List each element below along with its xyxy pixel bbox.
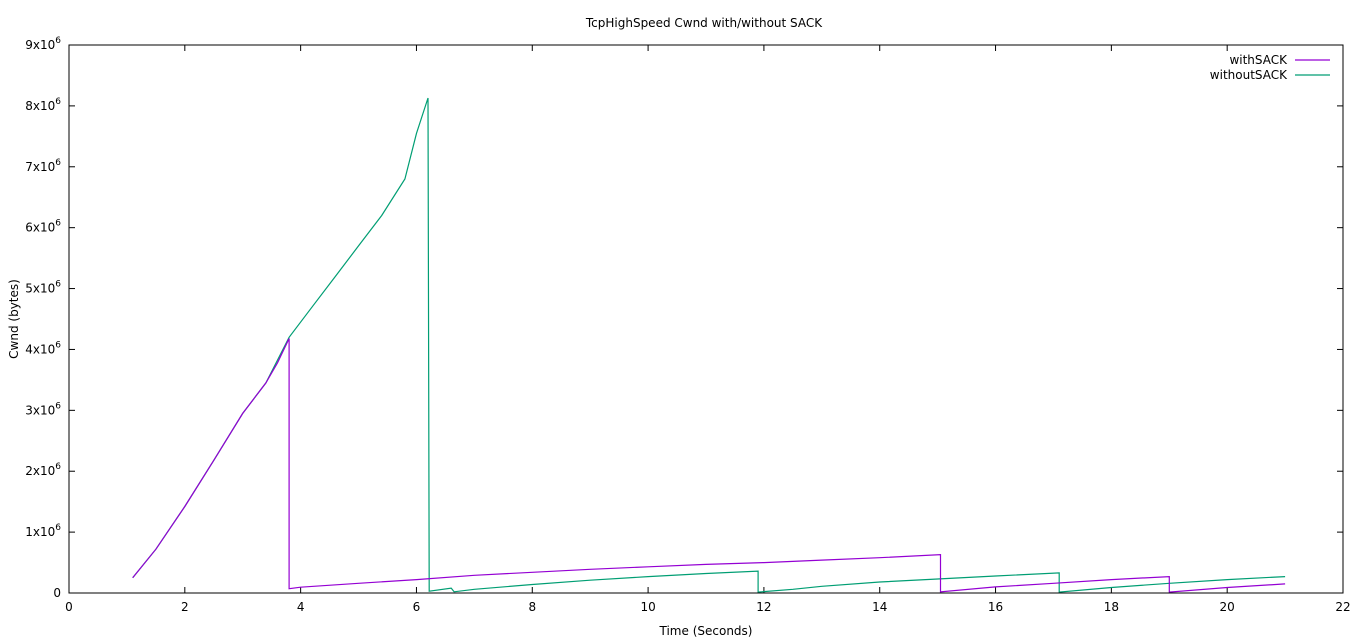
x-tick-label: 8 [528, 600, 536, 614]
y-tick-exponent: 6 [55, 462, 61, 472]
y-tick-exponent: 6 [55, 401, 61, 411]
x-tick-label: 22 [1335, 600, 1350, 614]
y-tick-mantissa: 4x10 [25, 342, 55, 356]
y-tick-exponent: 6 [55, 280, 61, 290]
y-tick-label: 7x106 [25, 158, 61, 174]
x-tick-label: 10 [640, 600, 655, 614]
legend-label-withSACK: withSACK [1229, 53, 1288, 67]
y-tick-mantissa: 9x10 [25, 38, 55, 52]
plot-frame [68, 44, 1344, 594]
y-tick-mantissa: 2x10 [25, 464, 55, 478]
y-tick-label: 5x106 [25, 280, 61, 296]
x-tick-label: 12 [756, 600, 771, 614]
y-tick-label: 8x106 [25, 97, 61, 113]
y-tick-exponent: 6 [55, 97, 61, 107]
y-tick-mantissa: 0 [53, 586, 61, 600]
series-line-withSACK [132, 338, 1286, 593]
y-tick-label: 1x106 [25, 523, 61, 539]
y-tick-exponent: 6 [55, 340, 61, 350]
y-tick-exponent: 6 [55, 219, 61, 229]
chart-title: TcpHighSpeed Cwnd with/without SACK [585, 16, 823, 30]
series-line-withoutSACK [132, 97, 1286, 593]
x-tick-label: 18 [1104, 600, 1119, 614]
x-tick-label: 16 [988, 600, 1003, 614]
y-tick-exponent: 6 [55, 36, 61, 46]
y-tick-label: 6x106 [25, 219, 61, 235]
x-tick-label: 14 [872, 600, 887, 614]
y-tick-label: 9x106 [25, 36, 61, 52]
y-tick-mantissa: 6x10 [25, 221, 55, 235]
y-tick-mantissa: 1x10 [25, 525, 55, 539]
y-tick-exponent: 6 [55, 523, 61, 533]
legend-label-withoutSACK: withoutSACK [1210, 68, 1288, 82]
x-axis-label: Time (Seconds) [659, 624, 753, 638]
y-tick-label: 0 [53, 586, 61, 600]
x-tick-label: 4 [297, 600, 305, 614]
y-axis-label: Cwnd (bytes) [7, 279, 21, 359]
axis-ticks: 0 2 4 6 8 10 12 14 16 18 20 2201x1062x1063x1064x106… [25, 36, 1350, 614]
y-tick-exponent: 6 [55, 158, 61, 168]
x-tick-label: 20 [1220, 600, 1235, 614]
x-tick-label: 2 [181, 600, 189, 614]
series-layer [132, 97, 1286, 593]
y-tick-label: 3x106 [25, 401, 61, 417]
y-tick-label: 2x106 [25, 462, 61, 478]
y-tick-mantissa: 5x10 [25, 282, 55, 296]
y-tick-mantissa: 3x10 [25, 403, 55, 417]
x-tick-label: 0 [65, 600, 73, 614]
y-tick-mantissa: 8x10 [25, 99, 55, 113]
x-tick-label: 6 [413, 600, 421, 614]
y-tick-mantissa: 7x10 [25, 160, 55, 174]
y-tick-label: 4x106 [25, 340, 61, 356]
